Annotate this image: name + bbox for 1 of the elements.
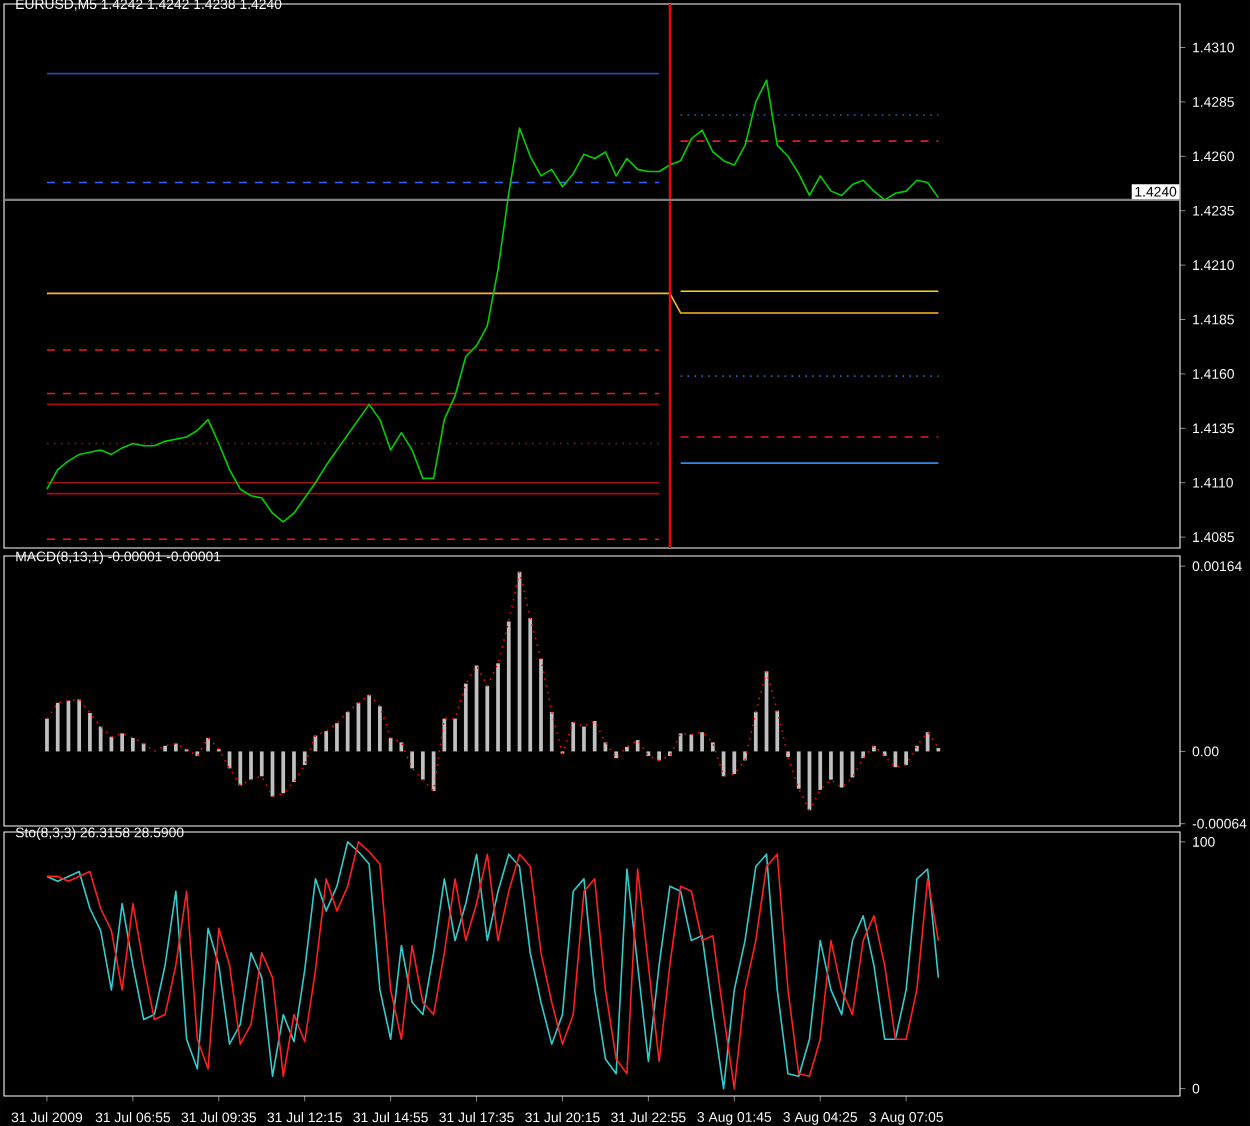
line-series — [46, 571, 940, 811]
